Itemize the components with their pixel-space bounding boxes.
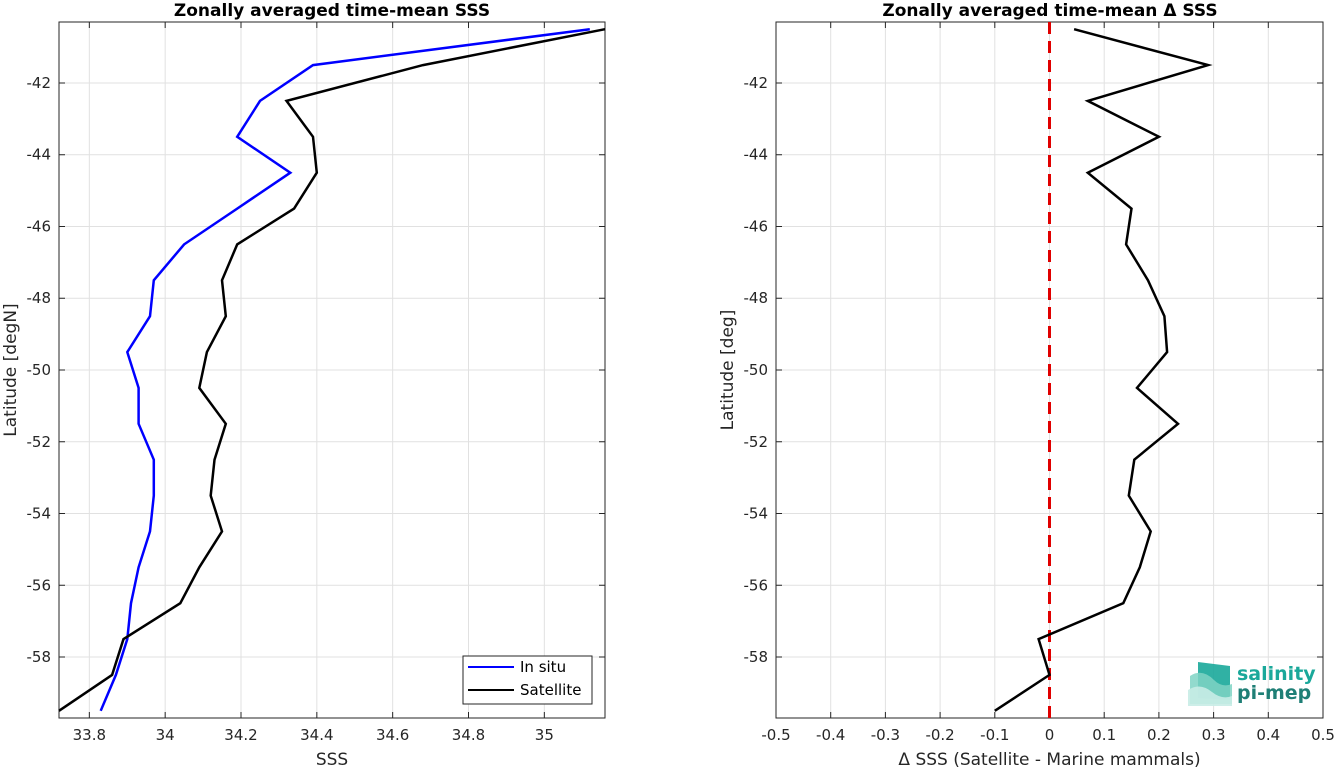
logo-text-pi-mep: pi-mep [1237, 682, 1311, 704]
chart0-y-tick-label: -48 [27, 289, 52, 307]
chart1-y-tick-label: -56 [744, 576, 769, 594]
chart1-y-tick-label: -48 [744, 289, 769, 307]
chart1-series-line-delta [994, 27, 1213, 712]
chart0-y-tick-label: -46 [27, 217, 52, 235]
chart1-title: Zonally averaged time-mean Δ SSS [882, 1, 1217, 21]
chart1-y-tick-label: -52 [744, 433, 769, 451]
chart1-x-tick-label: -0.2 [925, 726, 954, 744]
chart1-x-tick-label: 0.5 [1311, 726, 1335, 744]
wave-logo-icon [1188, 662, 1232, 706]
chart0-x-tick-label: 34.6 [376, 726, 409, 744]
chart0-x-tick-label: 33.8 [73, 726, 106, 744]
chart0-series-line-satellite [58, 27, 606, 712]
chart1-y-tick-label: -46 [744, 217, 769, 235]
chart0-x-tick-label: 34.8 [452, 726, 485, 744]
salinity-pi-mep-logo: salinity pi-mep [1188, 662, 1316, 706]
chart1-y-axis-label: Latitude [deg] [718, 310, 738, 431]
chart0-y-tick-label: -58 [27, 648, 52, 666]
left-chart-sss: 33.8 34 34.2 34.4 34.6 34.8 35 -58 -56 -54 -52 -50 -… [1, 1, 606, 769]
chart1-y-tick-label: -50 [744, 361, 769, 379]
chart1-x-tick-label: 0.4 [1256, 726, 1280, 744]
chart0-y-tick-label: -54 [27, 505, 52, 523]
chart0-y-axis-label: Latitude [degN] [1, 303, 21, 436]
chart0-x-tick-label: 34.4 [300, 726, 333, 744]
chart1-y-tick-label: -58 [744, 648, 769, 666]
chart0-y-tick-label: -52 [27, 433, 52, 451]
chart0-y-tick-label: -42 [27, 74, 52, 92]
chart1-x-tick-label: -0.1 [980, 726, 1009, 744]
legend-box [462, 655, 593, 705]
chart0-x-tick-label: 34 [156, 726, 175, 744]
chart0-y-tick-label: -56 [27, 576, 52, 594]
chart1-x-tick-label: -0.5 [761, 726, 790, 744]
logo-text-salinity: salinity [1237, 663, 1316, 685]
legend: In situ Satellite [462, 655, 593, 705]
legend-label-in-situ: In situ [520, 658, 566, 676]
chart1-x-tick-label: 0.2 [1147, 726, 1171, 744]
chart0-y-tick-label: -44 [27, 146, 52, 164]
chart0-x-tick-label: 34.2 [224, 726, 257, 744]
chart0-series-line-in-situ [99, 27, 590, 712]
chart0-x-tick-label: 35 [535, 726, 554, 744]
legend-label-satellite: Satellite [520, 681, 581, 699]
chart0-title: Zonally averaged time-mean SSS [174, 1, 490, 21]
chart1-x-tick-label: 0 [1045, 726, 1055, 744]
chart1-x-tick-label: -0.4 [816, 726, 845, 744]
chart0-y-tick-label: -50 [27, 361, 52, 379]
chart0-x-axis-label: SSS [316, 750, 348, 769]
chart1-x-axis-label: Δ SSS (Satellite - Marine mammals) [898, 750, 1200, 769]
chart1-x-tick-label: -0.3 [871, 726, 900, 744]
chart1-x-tick-label: 0.1 [1092, 726, 1116, 744]
right-chart-delta-sss: -0.5 -0.4 -0.3 -0.2 -0.1 0 0.1 0.2 0.3 0.4 0.5 -58 -… [718, 1, 1335, 769]
chart1-x-tick-label: 0.3 [1202, 726, 1226, 744]
chart1-y-tick-label: -44 [744, 146, 769, 164]
chart1-y-tick-label: -54 [744, 505, 769, 523]
chart1-y-tick-label: -42 [744, 74, 769, 92]
